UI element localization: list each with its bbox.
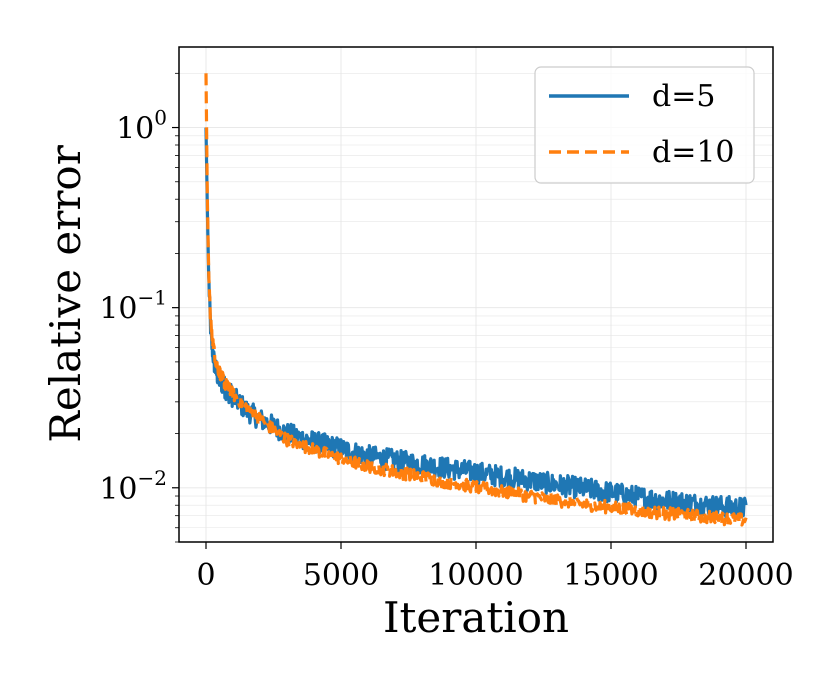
series-layer <box>204 73 748 527</box>
legend: d=5 d=10 <box>534 66 755 184</box>
y-axis-label: Relative error <box>41 144 90 442</box>
x-tick-label: 15000 <box>563 558 658 593</box>
x-tick-label: 20000 <box>698 558 793 593</box>
legend-label-d10: d=10 <box>652 135 735 170</box>
x-tick-label: 5000 <box>303 558 379 593</box>
x-tick-label: 10000 <box>428 558 523 593</box>
x-tick-label: 0 <box>196 558 215 593</box>
series-line-d10 <box>204 73 748 527</box>
x-axis-label: Iteration <box>383 593 569 642</box>
legend-label-d5: d=5 <box>652 79 715 114</box>
